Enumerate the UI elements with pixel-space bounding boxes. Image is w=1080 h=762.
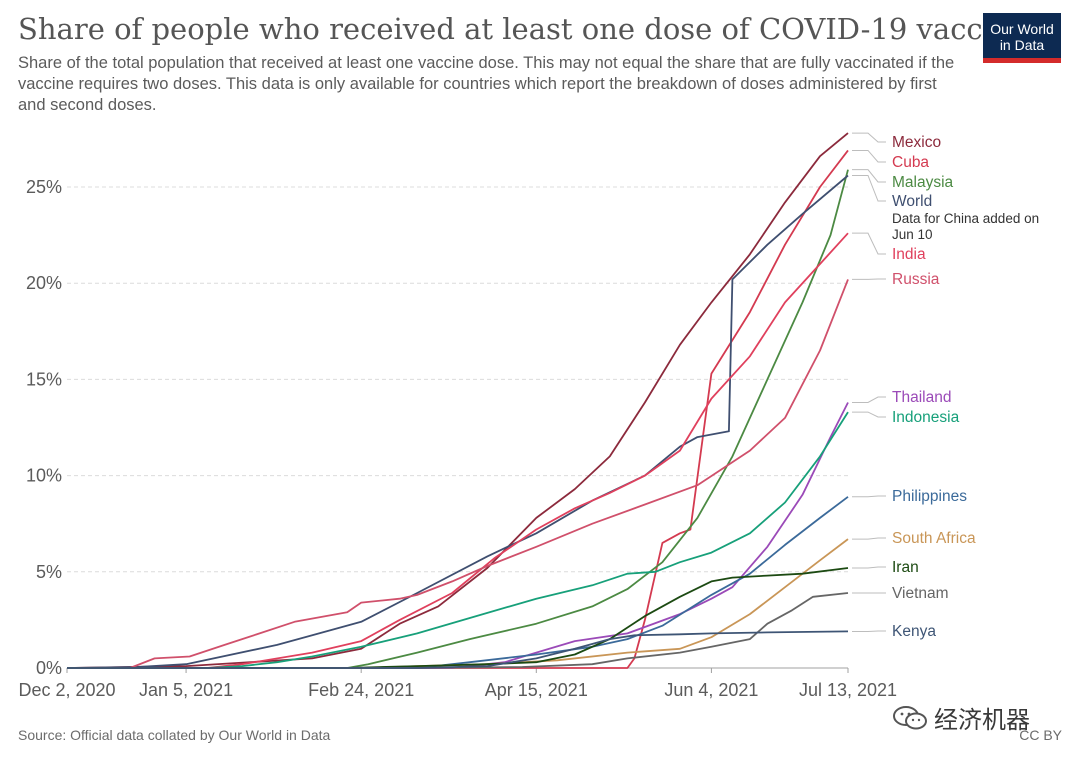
series-label-cuba: Cuba <box>892 154 929 171</box>
series-line-south-africa <box>67 538 849 669</box>
series-label-kenya: Kenya <box>892 623 936 640</box>
y-tick-label: 20% <box>26 273 62 293</box>
series-line-thailand <box>67 402 849 669</box>
y-tick-label: 5% <box>36 562 62 582</box>
series-label-russia: Russia <box>892 271 940 288</box>
license-link[interactable]: CC BY <box>1019 727 1062 743</box>
series-line-cuba <box>67 149 849 669</box>
series-line-kenya <box>67 630 849 669</box>
series-label-mexico: Mexico <box>892 134 941 151</box>
series-line-malaysia <box>67 169 849 669</box>
chart-subtitle: Share of the total population that recei… <box>18 54 955 114</box>
series-label-thailand: Thailand <box>892 389 951 406</box>
series-label-world: World <box>892 193 932 210</box>
owid-logo[interactable]: Our World in Data <box>983 13 1061 63</box>
series-label-iran: Iran <box>892 559 919 576</box>
label-connector <box>852 232 886 255</box>
watermark-text: 经济机器 <box>934 707 1030 734</box>
label-connector <box>852 396 886 403</box>
china-note-line-2: Jun 10 <box>892 227 933 242</box>
label-connector <box>852 132 886 143</box>
series-label-vietnam: Vietnam <box>892 585 949 602</box>
series-line-iran <box>67 567 849 669</box>
series-label-indonesia: Indonesia <box>892 409 960 426</box>
series-line-india <box>67 232 849 669</box>
label-connector <box>852 411 886 418</box>
x-tick-label: Apr 15, 2021 <box>485 680 588 700</box>
y-tick-label: 25% <box>26 177 62 197</box>
source-note: Source: Official data collated by Our Wo… <box>18 727 331 743</box>
label-connector <box>852 169 886 183</box>
x-tick-label: Feb 24, 2021 <box>308 680 414 700</box>
label-connector <box>852 495 886 498</box>
series-line-mexico <box>66 132 849 669</box>
chart-title: Share of people who received at least on… <box>18 12 1028 46</box>
series-label-india: India <box>892 246 926 263</box>
series-line-vietnam <box>67 592 849 669</box>
series-label-philippines: Philippines <box>892 488 967 505</box>
china-note-line-1: Data for China added on <box>892 211 1039 226</box>
wechat-icon <box>893 705 927 729</box>
label-connector <box>852 149 886 163</box>
series-label-south-africa: South Africa <box>892 530 976 547</box>
series-line-world <box>66 174 849 669</box>
label-connector <box>852 566 886 569</box>
x-tick-label: Dec 2, 2020 <box>18 680 115 700</box>
logo-line-2: in Data <box>999 37 1045 53</box>
y-tick-label: 0% <box>36 658 62 678</box>
label-connector <box>852 174 886 202</box>
series-label-malaysia: Malaysia <box>892 174 954 191</box>
x-tick-label: Jul 13, 2021 <box>799 680 897 700</box>
watermark: 经济机器 <box>892 700 1030 735</box>
series-line-russia <box>67 279 849 669</box>
logo-line-1: Our World <box>990 21 1054 37</box>
x-tick-label: Jun 4, 2021 <box>664 680 758 700</box>
y-tick-label: 10% <box>26 466 62 486</box>
x-tick-label: Jan 5, 2021 <box>139 680 233 700</box>
label-connector <box>852 537 886 540</box>
series-line-indonesia <box>67 411 849 669</box>
y-tick-label: 15% <box>26 369 62 389</box>
